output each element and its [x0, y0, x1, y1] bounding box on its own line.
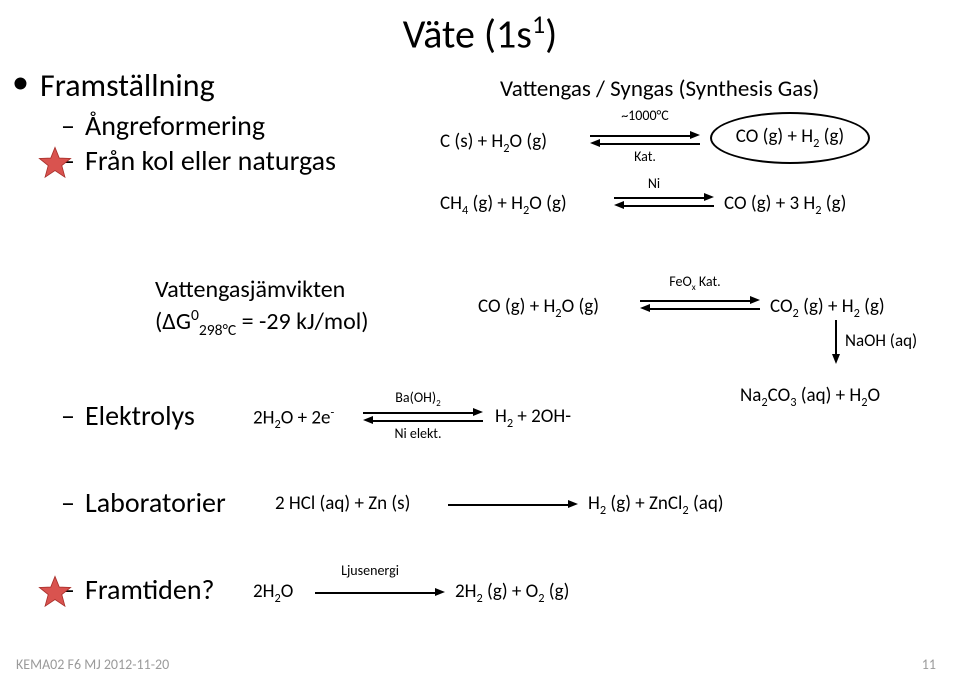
rx4-arrow-bot	[373, 420, 483, 422]
rx6-arrow-head	[435, 588, 445, 596]
rx4-lhs: 2H2O + 2e-	[253, 405, 334, 432]
rx2-arrow-bot	[624, 205, 714, 207]
bullet-laboratorier: Laboratorier	[85, 485, 226, 520]
page-number: 11	[922, 656, 936, 673]
vattengasj-line1: Vattengasjämvikten	[155, 275, 345, 304]
star-icon	[38, 146, 72, 180]
rx5-lhs: 2 HCl (aq) + Zn (s)	[275, 492, 410, 515]
rx5-arrow-head	[568, 500, 578, 508]
vattengasj-line2: (ΔG0298°C = -29 kJ/mol)	[155, 306, 369, 340]
star-icon	[38, 575, 72, 609]
rx1-rhs-circle: CO (g) + H2 (g)	[710, 112, 870, 164]
rx2-arrow-top	[614, 197, 704, 199]
rx4-cond-bot: Ni elekt.	[373, 425, 463, 442]
rx4-arrow-bot-head	[363, 416, 373, 424]
rx3-product: Na2CO3 (aq) + H2O	[740, 384, 880, 410]
rx3-down-arrow	[835, 320, 837, 354]
footer-left: KEMA02 F6 MJ 2012-11-20	[16, 656, 169, 673]
rx3-arrow-bot	[650, 308, 760, 310]
rx4-arrow-top	[363, 412, 473, 414]
slide-title: Väte (1s1)	[403, 8, 558, 58]
rx3-rhs: CO2 (g) + H2 (g)	[770, 295, 885, 321]
bullet-elektrolys: Elektrolys	[85, 398, 195, 433]
rx6-lhs: 2H2O	[253, 580, 293, 606]
rx2-rhs: CO (g) + 3 H2 (g)	[724, 192, 846, 218]
rx1-arrow-top-head	[690, 131, 700, 139]
rx3-down-label: NaOH (aq)	[845, 330, 917, 351]
rx1-arrow-top	[590, 135, 690, 137]
rx1-arrow-bot	[600, 143, 700, 145]
rx3-lhs: CO (g) + H2O (g)	[478, 295, 599, 321]
bullet-framstallning: Framställning	[40, 66, 215, 105]
rx6-arrow	[315, 592, 435, 594]
rx1-cond-bot: Kat.	[605, 148, 685, 165]
rx4-cond-top: Ba(OH)2	[373, 389, 463, 409]
synthesis-gas-label: Vattengas / Syngas (Synthesis Gas)	[500, 75, 819, 103]
rx6-rhs: 2H2 (g) + O2 (g)	[455, 580, 569, 606]
bullet-framtiden: Framtiden?	[85, 572, 215, 607]
rx1-arrow-bot-head	[590, 139, 600, 147]
rx2-arrow-top-head	[704, 193, 714, 201]
rx3-arrow-top-head	[750, 296, 760, 304]
rx3-arrow-bot-head	[640, 304, 650, 312]
rx1-lhs: C (s) + H2O (g)	[440, 130, 547, 156]
bullet-fran-kol: Från kol eller naturgas	[85, 143, 336, 178]
rx5-arrow	[448, 504, 568, 506]
rx2-lhs: CH4 (g) + H2O (g)	[440, 192, 567, 218]
rx4-rhs: H2 + 2OH-	[495, 405, 571, 431]
rx6-cond: Ljusenergi	[320, 562, 420, 579]
rx2-cond: Ni	[634, 175, 674, 192]
rx3-cond: FeOx Kat.	[650, 273, 740, 293]
rx3-arrow-top	[640, 300, 750, 302]
bullet-angreformering: Ångreformering	[85, 108, 265, 143]
rx3-down-arrow-head	[832, 354, 840, 364]
rx1-cond-top: ~1000°C	[605, 107, 685, 124]
rx4-arrow-top-head	[473, 408, 483, 416]
rx5-rhs: H2 (g) + ZnCl2 (aq)	[588, 492, 724, 518]
rx2-arrow-bot-head	[614, 201, 624, 209]
